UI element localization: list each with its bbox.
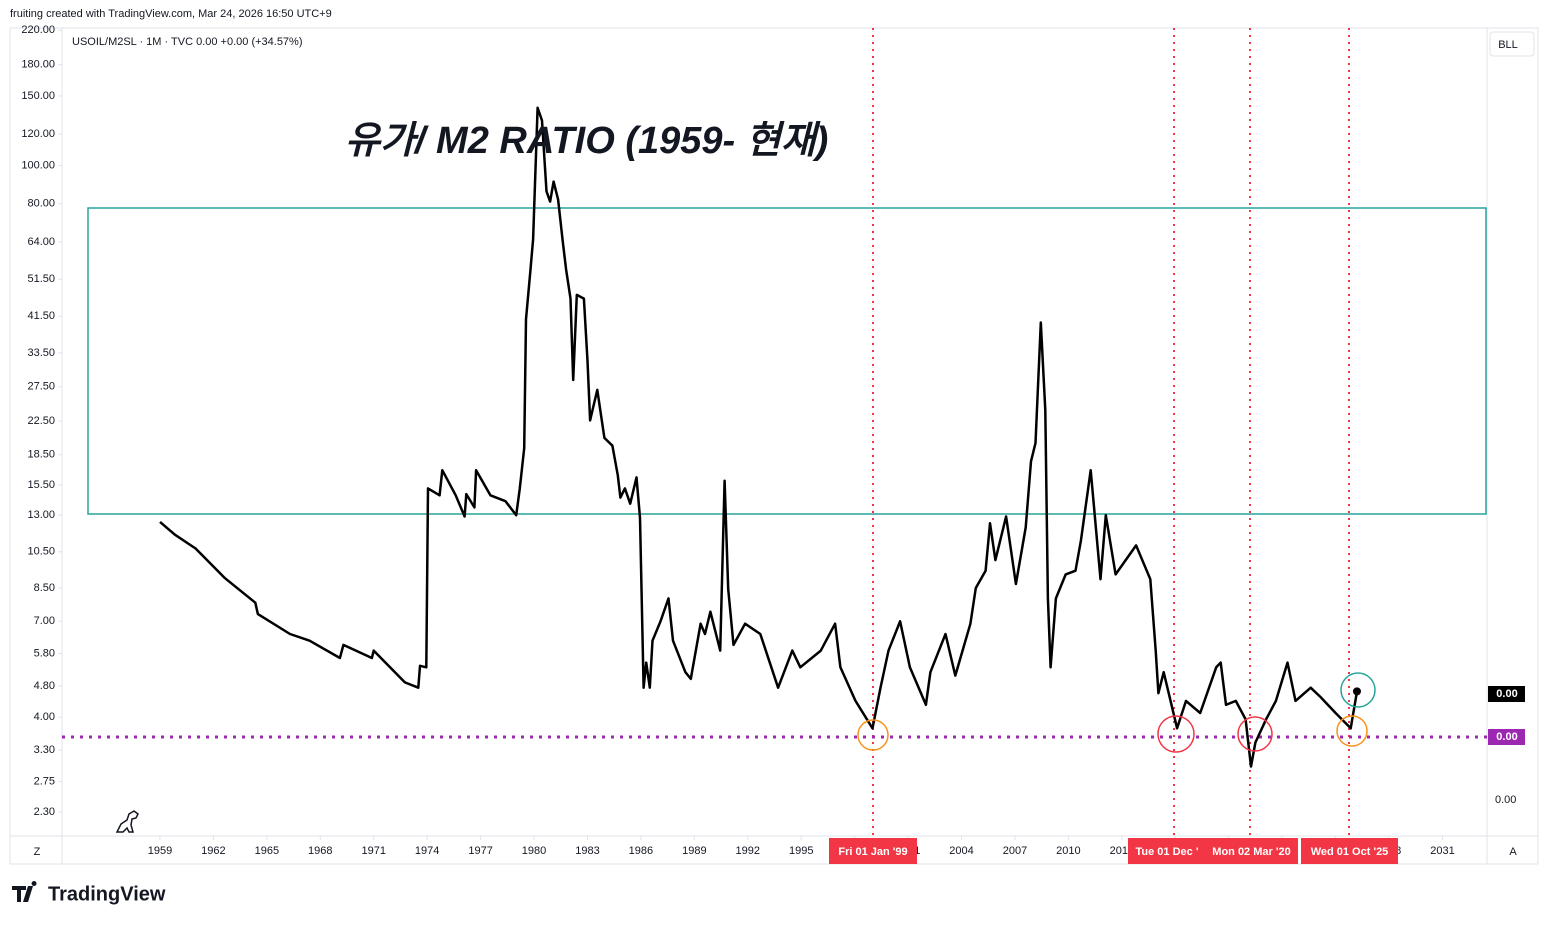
x-tick-label: 2010 [1056,845,1080,857]
scale-button-label[interactable]: BLL [1498,39,1518,51]
y-tick-label: 120.00 [21,128,55,140]
date-badge-label: Fri 01 Jan '99 [838,846,907,858]
date-badge-label: Mon 02 Mar '20 [1212,846,1290,858]
x-tick-label: 1986 [629,845,653,857]
a-button[interactable]: A [1509,846,1517,858]
y-tick-label: 51.50 [27,273,55,285]
x-tick-label: 2004 [949,845,973,857]
y-tick-label: 180.00 [21,59,55,71]
last-point [1352,687,1361,696]
y-tick-label: 220.00 [21,24,55,36]
legend: USOIL/M2SL · 1M · TVC 0.00 +0.00 (+34.57… [72,36,303,48]
y-tick-label: 80.00 [27,198,55,210]
highlight-circle [1237,716,1273,752]
y-tick-label: 64.00 [27,236,55,248]
frame [9,27,1539,865]
x-tick-label: 2031 [1430,845,1454,857]
y-tick-label: 3.30 [34,744,55,756]
y-tick-label: 2.75 [34,775,55,787]
price-badge [1488,729,1525,745]
z-button[interactable]: Z [34,846,41,858]
highlight-circle [857,719,889,751]
y-tick-label: 4.80 [34,680,55,692]
plot [62,28,1487,836]
date-badge-label: Wed 01 Oct '25 [1311,846,1389,858]
y-tick-label: 4.00 [34,711,55,723]
x-tick-label: 1980 [522,845,546,857]
y-tick-label: 13.00 [27,509,55,521]
y-tick-label: 7.00 [34,615,55,627]
highlight-circle [1340,672,1376,708]
price-badge-label: 0.00 [1496,688,1517,700]
x-tick-label: 1965 [255,845,279,857]
watermark: fruiting created with TradingView.com, M… [10,8,332,20]
x-tick-label: 1992 [736,845,760,857]
y-tick-label: 22.50 [27,415,55,427]
y-tick-label: 8.50 [34,582,55,594]
brand: TradingView [48,883,166,905]
date-badge [1301,838,1398,864]
right-axis-label: 0.00 [1495,794,1516,806]
x-tick-label: 1974 [415,845,439,857]
y-tick-label: 100.00 [21,159,55,171]
x-tick-label: 1983 [575,845,599,857]
y-tick-label: 2.30 [34,806,55,818]
y-tick-label: 27.50 [27,381,55,393]
zone-box [87,207,1487,515]
x-tick-label: 2007 [1003,845,1027,857]
brand-logo: TradingView [12,881,166,905]
y-tick-label: 150.00 [21,90,55,102]
highlight-circle [1336,715,1368,747]
highlight-circle [1157,715,1195,753]
x-tick-label: 1971 [361,845,385,857]
y-tick-label: 33.50 [27,347,55,359]
x-tick-label: 2013 [1110,845,1134,857]
date-badge [829,838,917,864]
y-tick-label: 41.50 [27,310,55,322]
y-tick-label: 18.50 [27,449,55,461]
x-tick-label: 1962 [201,845,225,857]
x-tick-label: 1995 [789,845,813,857]
y-tick-label: 5.80 [34,647,55,659]
date-badge [1205,838,1298,864]
x-tick-label: 1968 [308,845,332,857]
price-badge-label: 0.00 [1496,731,1517,743]
scale-button[interactable] [1489,31,1535,57]
x-tick-label: 1989 [682,845,706,857]
date-badge-label: Tue 01 Dec ' [1136,846,1199,858]
dino-icon [115,810,139,833]
price-line [159,106,1359,768]
y-tick-label: 10.50 [27,546,55,558]
x-tick-label: 1977 [468,845,492,857]
x-tick-label: 1959 [148,845,172,857]
date-badge [1128,838,1206,864]
y-tick-label: 15.50 [27,479,55,491]
price-badge [1488,686,1525,702]
chart-title: 유가/ M2 RATIO (1959- 현재) [345,120,828,162]
